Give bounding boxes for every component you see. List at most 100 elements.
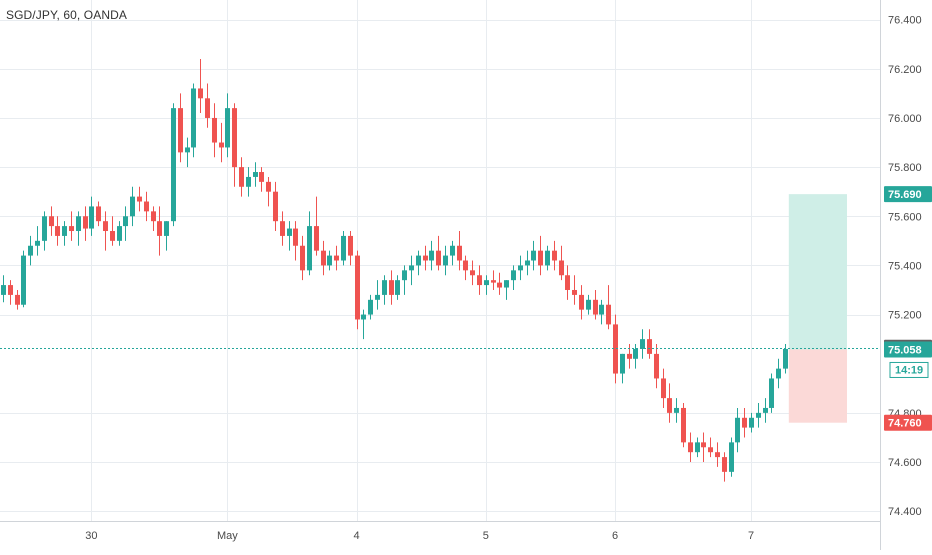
candle-body — [110, 231, 115, 241]
candle-body — [185, 147, 190, 153]
candle-body — [688, 442, 693, 453]
y-tick-label: 75.600 — [888, 211, 922, 223]
candle-body — [287, 228, 292, 236]
candle-body — [239, 167, 244, 187]
candle-body — [280, 221, 285, 236]
price-axis-bg — [880, 0, 932, 550]
candle-body — [178, 108, 183, 153]
candle-body — [681, 407, 686, 443]
candle-body — [293, 228, 298, 246]
candle-body — [253, 172, 258, 177]
candle-body — [593, 299, 598, 315]
candle-body — [776, 368, 781, 379]
candle-body — [164, 221, 169, 236]
candle-body — [246, 176, 251, 187]
time-axis-bg — [0, 521, 880, 550]
candle-body — [171, 108, 176, 222]
candle-body — [586, 299, 591, 310]
candle-body — [375, 294, 380, 300]
y-tick-label: 76.400 — [888, 15, 922, 27]
candle-body — [640, 339, 645, 349]
x-tick-label: 7 — [748, 530, 754, 542]
price-axis[interactable]: 76.400 76.200 76.000 75.800 75.600 75.400 75.2… — [880, 0, 932, 550]
candle-body — [484, 280, 489, 286]
candle-body — [769, 378, 774, 408]
candle-body — [742, 417, 747, 428]
target-zone[interactable] — [788, 194, 847, 350]
symbol-title: SGD/JPY, 60, OANDA — [6, 8, 127, 22]
candle-body — [8, 285, 13, 295]
candle-body — [429, 250, 434, 261]
y-tick-label: 76.000 — [888, 113, 922, 125]
stop-zone[interactable] — [788, 349, 847, 423]
candle-body — [436, 250, 441, 266]
y-tick-label: 74.600 — [888, 457, 922, 469]
candle-body — [205, 98, 210, 118]
candle-body — [565, 275, 570, 290]
candle-body — [708, 447, 713, 453]
candle-body — [219, 142, 224, 148]
candle-body — [701, 442, 706, 448]
candle-body — [695, 442, 700, 453]
candle-body — [443, 255, 448, 266]
y-tick-label: 75.400 — [888, 260, 922, 272]
candle-body — [157, 221, 162, 236]
candle-body — [538, 250, 543, 266]
candle-body — [368, 299, 373, 315]
candle-body — [457, 245, 462, 261]
candle-body — [259, 172, 264, 182]
candle-body — [76, 216, 81, 232]
countdown-bg — [889, 361, 929, 378]
candle-body — [151, 211, 156, 222]
candle-body — [409, 265, 414, 271]
x-tick-label: 6 — [612, 530, 618, 542]
candle-body — [89, 206, 94, 229]
candle-body — [402, 270, 407, 281]
target-price-label: 75.690 — [888, 189, 922, 201]
candle-body — [463, 260, 468, 271]
candle-body — [137, 196, 142, 202]
candle-body — [62, 226, 67, 236]
candle-body — [579, 294, 584, 310]
entry-price-label: 75.058 — [888, 344, 922, 356]
x-tick-label: May — [217, 530, 238, 542]
candle-body — [613, 324, 618, 374]
candle-body — [763, 407, 768, 413]
candle-body — [606, 304, 611, 325]
candle-body — [450, 245, 455, 256]
candle-body — [545, 250, 550, 266]
candle-body — [674, 407, 679, 413]
candle-body — [117, 226, 122, 241]
candle-body — [749, 417, 754, 428]
candle-body — [15, 294, 20, 305]
candle-body — [1, 285, 6, 295]
candle-body — [416, 255, 421, 266]
candle-body — [225, 108, 230, 148]
candle-body — [123, 216, 128, 227]
candle-body — [212, 117, 217, 143]
candle-body — [661, 378, 666, 399]
candle-body — [423, 255, 428, 261]
candle-body — [300, 245, 305, 271]
candle-body — [266, 181, 271, 192]
candle-body — [470, 270, 475, 276]
time-axis[interactable]: 30 May 4 5 6 7 — [0, 521, 880, 550]
candle-body — [341, 235, 346, 261]
x-tick-label: 30 — [85, 530, 97, 542]
candle-body — [491, 280, 496, 283]
candle-body — [191, 88, 196, 148]
candle-body — [525, 260, 530, 266]
candle-body — [722, 457, 727, 472]
stop-price-label-bg — [884, 414, 932, 431]
candle-body — [42, 216, 47, 241]
long-position-tool[interactable] — [788, 194, 847, 423]
candle-body — [334, 255, 339, 261]
x-tick-label: 5 — [483, 530, 489, 542]
candle-body — [144, 201, 149, 212]
candle-body — [783, 348, 788, 369]
candle-body — [49, 216, 54, 227]
candle-body — [627, 353, 632, 359]
candle-body — [667, 398, 672, 413]
